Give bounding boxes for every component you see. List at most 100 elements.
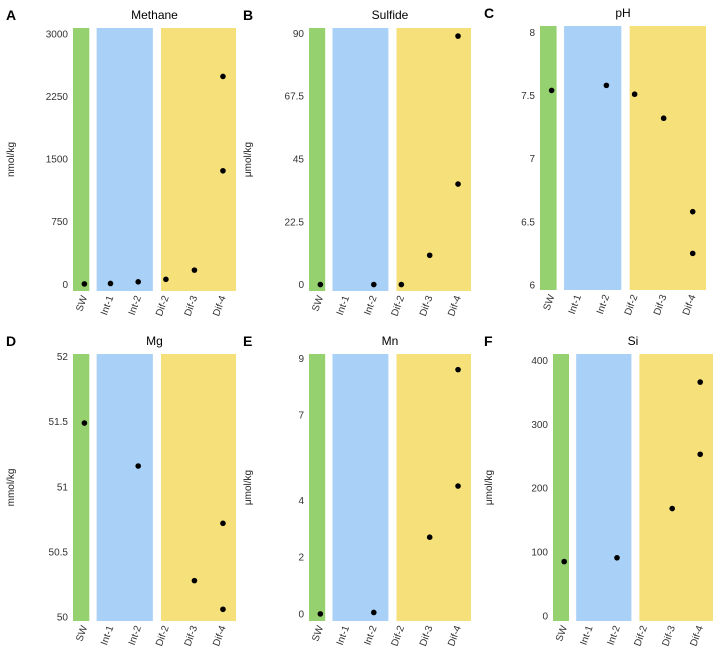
y-tick-label: 750 (51, 217, 68, 228)
y-tick-label: 0 (62, 280, 68, 291)
x-tick-label: Int-1 (99, 294, 116, 317)
x-tick-label: Dif-2 (632, 624, 650, 648)
y-tick-label: 51 (57, 482, 69, 493)
y-tick-label: 51.5 (49, 417, 69, 428)
x-tick-label: Int-2 (362, 294, 379, 317)
dif-band (161, 28, 236, 291)
y-tick-label: 50.5 (49, 547, 69, 558)
y-tick-label: 400 (531, 356, 548, 367)
data-point (426, 252, 433, 259)
y-tick-label: 45 (293, 154, 305, 165)
data-point (455, 181, 461, 187)
y-tick-label: 7 (298, 411, 304, 422)
x-tick-label: SW (554, 624, 570, 643)
data-point (220, 167, 226, 174)
data-point (614, 554, 620, 561)
x-tick-label: Int-2 (595, 293, 612, 316)
data-point (135, 279, 141, 285)
x-tick-label: Dif-2 (390, 624, 408, 648)
int-band (564, 26, 622, 290)
panel-label: C (484, 5, 494, 21)
sw-band (309, 354, 326, 621)
y-tick-label: 3000 (46, 29, 69, 40)
data-point (135, 463, 141, 469)
data-point (561, 558, 567, 565)
panel-title: Si (628, 334, 639, 348)
y-tick-label: 2250 (46, 92, 69, 103)
data-point (669, 505, 675, 512)
x-tick-label: Int-1 (99, 624, 116, 647)
y-tick-label: 0 (298, 609, 304, 620)
sw-band (309, 28, 326, 291)
data-point (317, 281, 324, 288)
x-tick-label: Int-2 (127, 624, 144, 647)
dif-band (396, 28, 471, 291)
panel-title: pH (615, 6, 630, 20)
int-band (96, 354, 153, 621)
data-point (191, 267, 198, 273)
panel-title: Mn (382, 334, 399, 348)
x-tick-label: Dif-2 (154, 294, 172, 318)
y-tick-label: 1500 (46, 155, 69, 166)
panel-label: B (243, 7, 253, 23)
data-point (689, 250, 696, 257)
y-axis-label: mmol/kg (6, 469, 17, 507)
panel-E: E Mn 0 2 4 7 9 μmol/kg SW Int-1 Int-2 Dif-2 Dif-3 Dif… (243, 333, 471, 648)
y-tick-label: 4 (298, 496, 304, 507)
x-tick-label: Int-1 (335, 624, 352, 647)
panel-label: A (6, 7, 16, 23)
data-point (697, 379, 703, 385)
data-point (631, 91, 638, 98)
data-point (107, 280, 114, 287)
x-tick-label: SW (310, 624, 326, 643)
y-tick-label: 7.5 (521, 91, 535, 102)
sw-band (553, 354, 569, 621)
x-tick-label: SW (542, 293, 558, 312)
data-point (455, 366, 461, 373)
y-tick-label: 300 (531, 420, 548, 431)
data-point (371, 281, 377, 288)
x-tick-label: Dif-3 (418, 294, 436, 318)
data-point (191, 577, 198, 584)
x-tick-label: Dif-4 (681, 293, 699, 317)
x-tick-label: Dif-4 (446, 624, 464, 648)
y-tick-label: 100 (531, 548, 548, 559)
y-tick-label: 200 (531, 484, 548, 495)
y-tick-label: 6.5 (521, 217, 535, 228)
x-tick-label: Int-2 (362, 624, 379, 647)
x-tick-label: Dif-2 (154, 624, 172, 648)
data-point (163, 276, 169, 283)
y-tick-label: 2 (298, 553, 304, 564)
data-point (660, 115, 667, 122)
panel-F: F Si 0 100 200 300 400 μmol/kg SW Int-1 Int-2 Dif-2… (484, 333, 713, 648)
y-tick-label: 50 (57, 613, 69, 624)
x-tick-label: Int-1 (567, 293, 584, 316)
y-tick-label: 90 (293, 29, 305, 40)
sw-band (73, 28, 90, 291)
data-point (317, 611, 324, 617)
x-tick-label: Dif-4 (211, 624, 229, 648)
y-tick-label: 0 (298, 280, 304, 291)
x-tick-label: Dif-3 (652, 293, 670, 317)
y-tick-label: 67.5 (285, 92, 305, 103)
panel-title: Sulfide (372, 8, 409, 22)
y-tick-label: 8 (529, 28, 535, 39)
data-point (455, 33, 461, 39)
dif-band (161, 354, 236, 621)
int-band (332, 28, 389, 291)
dif-band (639, 354, 713, 621)
x-tick-label: Dif-2 (623, 293, 641, 317)
data-point (81, 281, 88, 287)
x-tick-label: Dif-4 (446, 294, 464, 318)
x-tick-label: Int-2 (606, 624, 623, 647)
x-tick-label: Dif-4 (688, 624, 706, 648)
int-band (96, 28, 153, 291)
x-tick-label: Dif-3 (660, 624, 678, 648)
data-point (697, 451, 703, 458)
int-band (332, 354, 389, 621)
x-tick-label: Dif-2 (390, 294, 408, 318)
panel-A: A Methane 0 750 1500 2250 3000 nmol/kg SW Int-1 In… (6, 7, 236, 318)
y-tick-label: 0 (542, 611, 548, 622)
y-tick-label: 7 (529, 154, 535, 165)
